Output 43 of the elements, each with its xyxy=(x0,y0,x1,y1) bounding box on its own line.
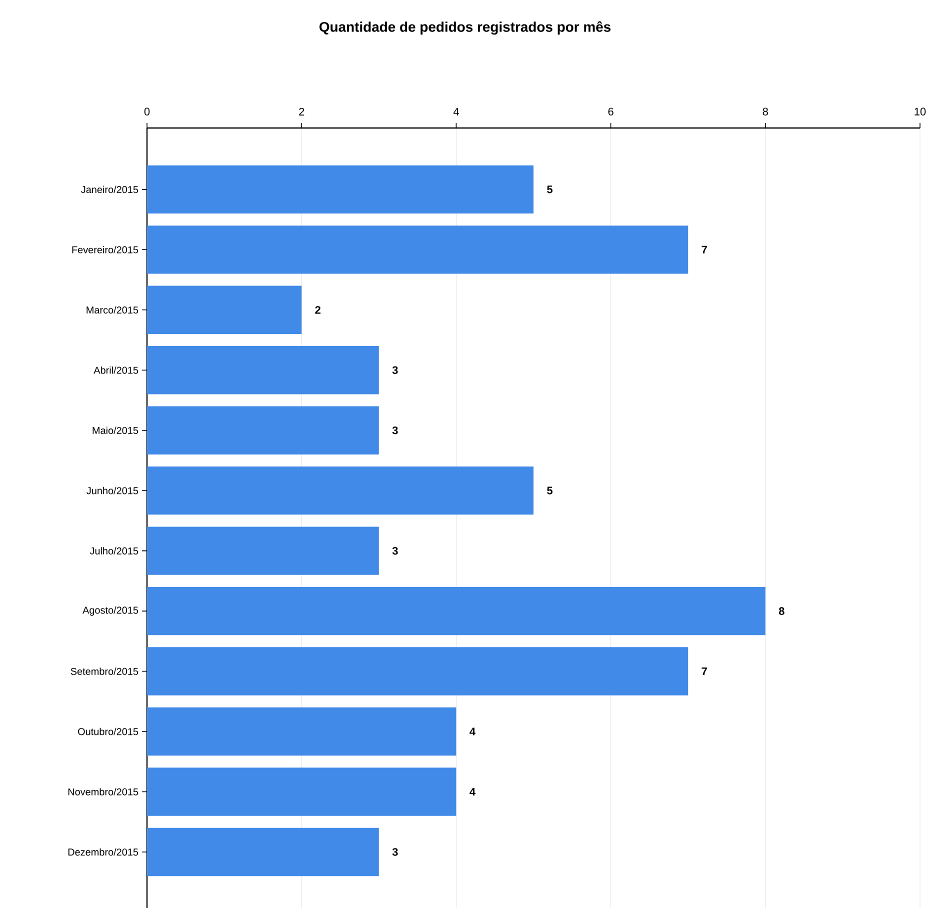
bar xyxy=(147,707,456,756)
chart-title: Quantidade de pedidos registrados por mês xyxy=(319,21,611,35)
data-label: 8 xyxy=(778,607,784,615)
data-label: 3 xyxy=(392,366,398,374)
bar xyxy=(147,346,379,394)
data-label: 7 xyxy=(702,246,707,254)
y-tick-label: Junho/2015 xyxy=(86,486,138,494)
data-label: 3 xyxy=(392,546,398,555)
bar xyxy=(147,526,379,575)
data-label: 4 xyxy=(470,728,476,736)
bar xyxy=(147,286,302,334)
x-tick-label: 6 xyxy=(608,108,614,116)
bar xyxy=(147,768,456,816)
bar xyxy=(147,406,379,454)
data-label: 7 xyxy=(702,668,707,676)
y-tick-label: Marco/2015 xyxy=(86,306,138,314)
y-tick-label: Fevereiro/2015 xyxy=(72,246,138,254)
bar xyxy=(147,586,766,636)
data-label: 5 xyxy=(547,186,552,194)
x-tick-label: 2 xyxy=(299,108,304,116)
bar xyxy=(147,165,534,214)
data-label: 3 xyxy=(392,848,398,856)
y-tick-label: Janeiro/2015 xyxy=(81,186,138,194)
data-label: 4 xyxy=(470,788,476,796)
y-tick-label: Agosto/2015 xyxy=(82,606,138,616)
y-tick-label: Outubro/2015 xyxy=(78,728,138,736)
x-tick-label: 0 xyxy=(144,108,150,116)
x-tick-label: 4 xyxy=(453,108,459,116)
y-tick-label: Maio/2015 xyxy=(92,426,138,434)
bar xyxy=(147,828,379,876)
bar xyxy=(147,226,688,274)
y-tick-label: Julho/2015 xyxy=(90,547,138,554)
data-label: 5 xyxy=(547,486,552,494)
bar xyxy=(147,647,688,696)
x-tick-label: 10 xyxy=(914,108,926,116)
y-tick-label: Dezembro/2015 xyxy=(68,848,138,856)
data-label: 2 xyxy=(315,306,320,314)
data-label: 3 xyxy=(392,426,398,434)
bar xyxy=(147,466,534,515)
y-tick-label: Novembro/2015 xyxy=(68,788,138,796)
x-tick-label: 8 xyxy=(762,108,768,116)
y-tick-label: Setembro/2015 xyxy=(70,668,138,675)
y-tick-label: Abril/2015 xyxy=(94,366,138,374)
